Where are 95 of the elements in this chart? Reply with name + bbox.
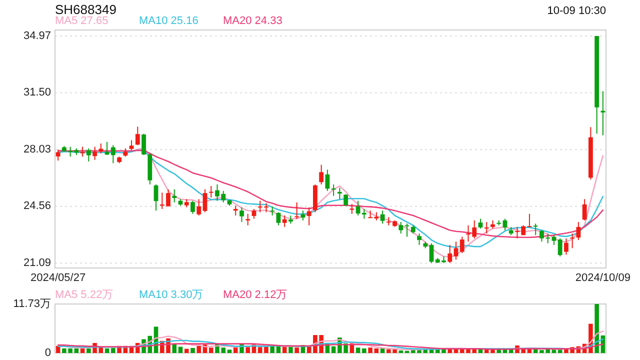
- bar: [227, 350, 232, 353]
- candlestick: [533, 223, 538, 236]
- candlestick: [398, 222, 404, 234]
- bar: [208, 348, 214, 353]
- candlestick: [282, 214, 287, 228]
- candlestick: [233, 205, 238, 216]
- bar: [258, 347, 262, 353]
- text: MA5 5.22万: [55, 289, 114, 301]
- candlestick: [172, 188, 177, 203]
- candlestick: [337, 187, 342, 200]
- text: MA20 2.12万: [223, 289, 288, 301]
- x-tick-label: 2024/05/27: [30, 272, 86, 284]
- bar: [104, 348, 110, 353]
- candlestick: [92, 146, 97, 160]
- candlestick: [448, 244, 452, 264]
- candlestick: [129, 140, 134, 151]
- bar: [190, 348, 195, 353]
- bar: [270, 346, 274, 353]
- bar: [294, 348, 299, 353]
- y-tick-label: 24.56: [23, 200, 51, 212]
- candlestick: [135, 126, 140, 146]
- candlestick: [142, 133, 146, 156]
- y-tick-label: 34.97: [23, 30, 51, 42]
- bar: [331, 346, 336, 353]
- candlestick: [154, 184, 158, 212]
- bar: [380, 348, 385, 353]
- bar: [221, 348, 226, 353]
- bar: [374, 348, 379, 353]
- candlestick: [246, 213, 250, 226]
- candlestick: [56, 149, 60, 162]
- y-tick-label: 21.09: [23, 257, 51, 269]
- bar: [62, 348, 66, 353]
- bar: [386, 349, 391, 353]
- candlestick: [380, 210, 385, 224]
- candlestick: [110, 144, 116, 164]
- bar: [594, 304, 599, 353]
- candlestick: [300, 210, 306, 221]
- candlestick: [600, 90, 606, 136]
- candlestick: [570, 232, 575, 249]
- candlestick: [582, 198, 587, 221]
- bar: [288, 346, 293, 353]
- candlestick: [276, 212, 281, 226]
- candlestick: [208, 186, 214, 198]
- candlestick: [240, 206, 244, 223]
- candlestick: [294, 202, 300, 220]
- y-tick-label: 31.50: [23, 86, 51, 99]
- bar: [86, 348, 91, 353]
- bar: [196, 346, 202, 353]
- bar: [540, 350, 544, 353]
- bar: [368, 348, 372, 353]
- bar: [184, 348, 189, 353]
- bar: [68, 348, 72, 353]
- bar: [111, 348, 116, 353]
- candlestick: [484, 222, 489, 234]
- candlestick: [319, 164, 324, 185]
- candlestick: [429, 242, 434, 264]
- text: 10-09 10:30: [547, 5, 606, 17]
- bar: [362, 348, 366, 353]
- bar: [276, 346, 281, 353]
- y-tick-label: 11.73万: [13, 298, 51, 310]
- candlestick: [417, 232, 422, 246]
- candlestick: [460, 236, 464, 254]
- bar: [398, 350, 404, 353]
- candlestick: [564, 238, 568, 256]
- y-tick-label: 0: [44, 346, 51, 359]
- x-tick-label: 2024/10/09: [575, 272, 630, 284]
- candlestick: [576, 222, 581, 241]
- text: MA20 24.33: [223, 15, 282, 27]
- bar: [178, 346, 183, 353]
- text: MA10 3.30万: [139, 289, 204, 301]
- candlestick: [331, 184, 336, 196]
- candlestick: [80, 146, 85, 158]
- bar: [80, 348, 85, 353]
- candlestick: [558, 238, 562, 257]
- bar: [74, 348, 79, 353]
- bar: [356, 348, 360, 353]
- candlestick: [202, 188, 208, 213]
- candlestick: [104, 141, 110, 156]
- bar: [282, 346, 287, 353]
- candlestick: [502, 218, 508, 231]
- candlestick: [86, 148, 91, 162]
- bar: [172, 344, 177, 353]
- text: MA10 25.16: [139, 15, 198, 27]
- candlestick: [190, 200, 195, 214]
- candlestick: [306, 206, 312, 226]
- bar: [246, 347, 250, 353]
- candlestick: [325, 169, 330, 192]
- candlestick: [196, 198, 202, 216]
- y-tick-label: 28.03: [23, 143, 51, 156]
- candlestick: [252, 208, 256, 220]
- text: MA5 27.65: [55, 15, 108, 27]
- chart-title: SH688349: [55, 2, 116, 17]
- candlestick: [478, 218, 483, 230]
- candlestick: [350, 204, 354, 214]
- candlestick: [454, 241, 458, 260]
